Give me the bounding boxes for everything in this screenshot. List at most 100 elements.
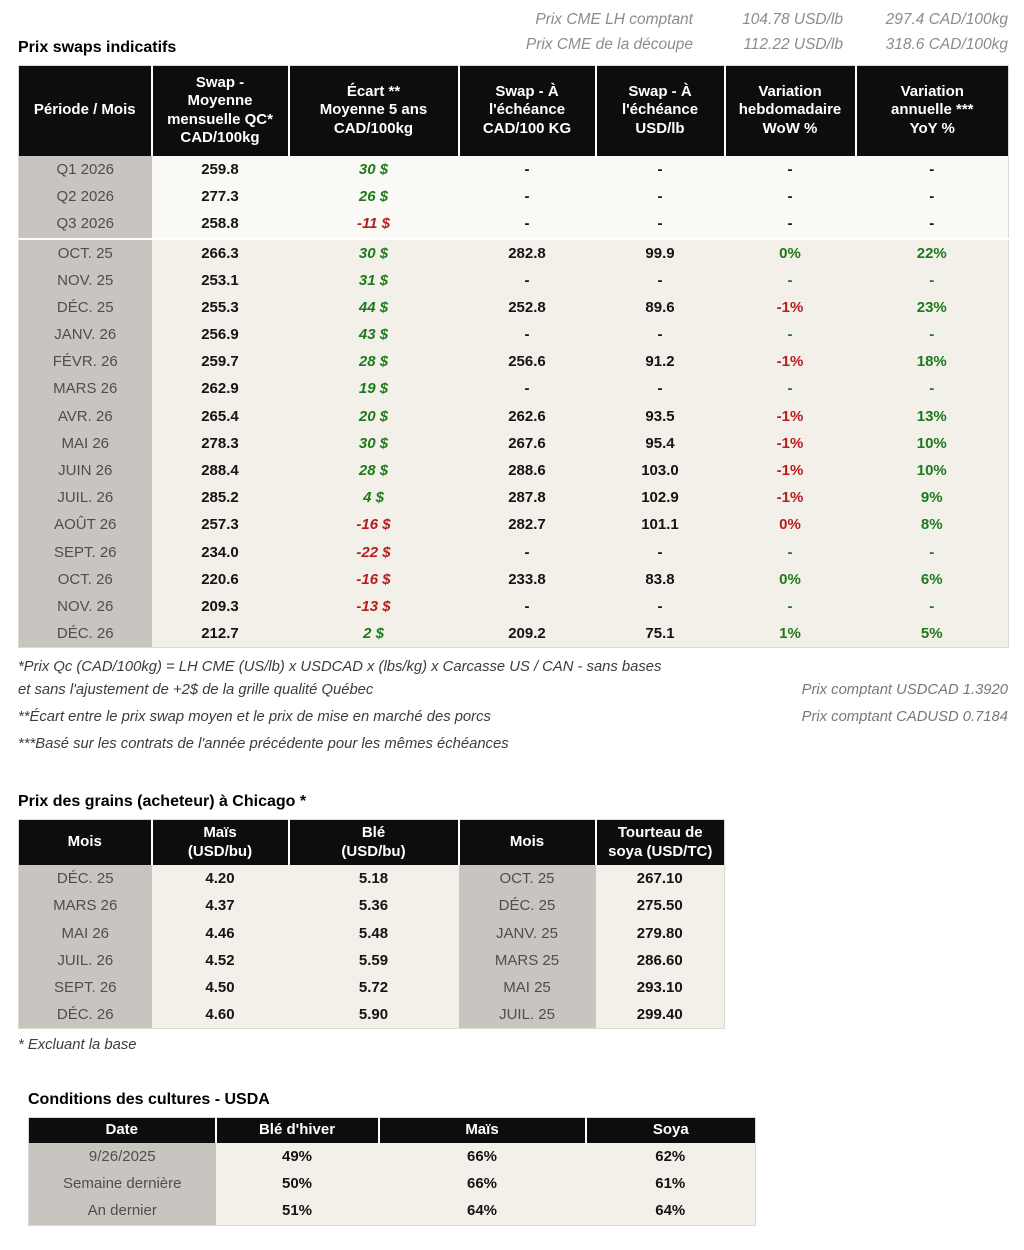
wow-cell: - — [724, 210, 856, 240]
soymeal-month-cell: JANV. 25 — [458, 919, 596, 947]
swap-avg-cell: 253.1 — [151, 266, 289, 294]
winter-wheat-cell: 51% — [215, 1197, 379, 1226]
swap-cad-cell: 233.8 — [458, 565, 596, 593]
soymeal-price-cell: 299.40 — [595, 1001, 725, 1029]
swap-avg-cell: 288.4 — [151, 457, 289, 485]
table-row: JUIL. 26 4.52 5.59 MARS 25 286.60 — [18, 946, 725, 975]
swap-usd-cell: 103.0 — [595, 457, 725, 485]
wow-cell: 1% — [724, 620, 856, 648]
period-cell: AVR. 26 — [18, 402, 152, 430]
table-row: Semaine dernière 50% 66% 61% — [28, 1170, 756, 1198]
wow-cell: -1% — [724, 429, 856, 458]
swaps-row: OCT. 25 266.3 30 $282.8 99.9 0% 22% — [18, 238, 1009, 267]
period-cell: JUIN 26 — [18, 457, 152, 485]
ecart-cell: 43 $ — [288, 321, 459, 349]
period-cell: DÉC. 25 — [18, 293, 152, 322]
spot-cadusd: Prix comptant CADUSD 0.7184 — [801, 708, 1008, 725]
grains-section-title: Prix des grains (acheteur) à Chicago * — [18, 793, 307, 811]
swap-usd-cell: 83.8 — [595, 565, 725, 593]
wow-cell: - — [724, 321, 856, 349]
wow-cell: 0% — [724, 238, 856, 267]
period-cell: JANV. 26 — [18, 321, 152, 349]
swaps-row: OCT. 26 220.6 -16 $233.8 83.8 0% 6% — [18, 565, 1009, 593]
swap-avg-cell: 259.8 — [151, 155, 289, 184]
ecart-column-header: Écart ** Moyenne 5 ans CAD/100kg — [287, 65, 459, 156]
swap-cad-cell: - — [458, 592, 596, 621]
soymeal-column-header: Tourteau de soya (USD/TC) — [594, 819, 725, 866]
month-cell: JUIL. 26 — [18, 946, 152, 975]
period-cell: MAI 26 — [18, 429, 152, 458]
swap-cad-cell: 256.6 — [458, 348, 596, 376]
swap-cad-cell: 282.7 — [458, 511, 596, 539]
swaps-row: JANV. 26 256.9 43 $ - - - - — [18, 321, 1009, 349]
swaps-row: DÉC. 25 255.3 44 $252.8 89.6 -1% 23% — [18, 293, 1009, 322]
swap-avg-cell: 265.4 — [151, 402, 289, 430]
ecart-cell: 28 $ — [288, 348, 459, 376]
corn-price-cell: 4.46 — [151, 919, 289, 947]
yoy-cell: 10% — [855, 429, 1009, 458]
swap-cad-cell: - — [458, 183, 596, 211]
swap-avg-cell: 262.9 — [151, 375, 289, 403]
period-cell: Q1 2026 — [18, 155, 152, 184]
soymeal-month-column-header: Mois — [457, 819, 596, 866]
wow-cell: -1% — [724, 484, 856, 512]
wheat-column-header: Blé (USD/bu) — [287, 819, 459, 866]
yoy-cell: 8% — [855, 511, 1009, 539]
period-cell: DÉC. 26 — [18, 620, 152, 648]
period-cell: AOÛT 26 — [18, 511, 152, 539]
ecart-cell: 4 $ — [288, 484, 459, 512]
cme-cutout-cad-value: 318.6 CAD/100kg — [885, 35, 1008, 53]
yoy-cell: 9% — [855, 484, 1009, 512]
wow-cell: -1% — [724, 402, 856, 430]
swap-usd-cell: - — [595, 155, 725, 184]
swap-cad-cell: - — [458, 210, 596, 240]
ecart-cell: 30 $ — [288, 155, 459, 184]
swap-avg-cell: 220.6 — [151, 565, 289, 593]
yoy-cell: - — [855, 183, 1009, 211]
cme-lh-line: Prix CME LH comptant 104.78 USD/lb 297.4… — [526, 8, 1008, 33]
month-cell: DÉC. 26 — [18, 1001, 152, 1029]
wow-cell: - — [724, 155, 856, 184]
swaps-row: FÉVR. 26 259.7 28 $256.6 91.2 -1% 18% — [18, 348, 1009, 376]
corn-price-cell: 4.20 — [151, 865, 289, 893]
swaps-table: Période / Mois Swap - Moyenne mensuelle … — [18, 64, 1009, 649]
month-cell: MARS 26 — [18, 892, 152, 920]
crops-table-header: Date Blé d'hiver Maïs Soya — [28, 1117, 756, 1143]
yoy-cell: - — [855, 375, 1009, 403]
corn-column-header: Maïs (USD/bu) — [150, 819, 289, 866]
winter-wheat-column-header: Blé d'hiver — [214, 1117, 379, 1143]
ecart-cell: 2 $ — [288, 620, 459, 648]
swaps-footnotes: *Prix Qc (CAD/100kg) = LH CME (US/lb) x … — [18, 656, 1008, 755]
table-row: DÉC. 25 4.20 5.18 OCT. 25 267.10 — [18, 865, 725, 893]
swap-usd-column-header: Swap - À l'échéance USD/lb — [594, 65, 725, 156]
swaps-row: Q2 2026 277.3 26 $ - - - - — [18, 183, 1009, 211]
ecart-cell: -13 $ — [288, 592, 459, 621]
swaps-row: SEPT. 26 234.0 -22 $ - - - - — [18, 538, 1009, 566]
ecart-cell: -22 $ — [288, 538, 459, 566]
swap-cad-cell: - — [458, 321, 596, 349]
corn-price-cell: 4.50 — [151, 974, 289, 1002]
spot-usdcad: Prix comptant USDCAD 1.3920 — [801, 681, 1008, 698]
soymeal-month-cell: MARS 25 — [458, 946, 596, 975]
cme-cutout-usd-value: 112.22 USD/lb — [743, 35, 843, 53]
period-cell: FÉVR. 26 — [18, 348, 152, 376]
swaps-row: DÉC. 26 212.7 2 $209.2 75.1 1% 5% — [18, 620, 1009, 648]
cme-lh-label: Prix CME LH comptant — [535, 11, 693, 28]
soymeal-month-cell: DÉC. 25 — [458, 892, 596, 920]
footnote-ecart: **Écart entre le prix swap moyen et le p… — [18, 708, 491, 725]
swaps-table-header: Période / Mois Swap - Moyenne mensuelle … — [18, 65, 1009, 156]
swap-avg-column-header: Swap - Moyenne mensuelle QC* CAD/100kg — [150, 65, 289, 156]
yoy-cell: 6% — [855, 565, 1009, 593]
yoy-cell: 13% — [855, 402, 1009, 430]
period-cell: NOV. 25 — [18, 266, 152, 294]
swap-usd-cell: - — [595, 321, 725, 349]
wow-cell: 0% — [724, 565, 856, 593]
swap-avg-cell: 277.3 — [151, 183, 289, 211]
cme-spot-block: Prix CME LH comptant 104.78 USD/lb 297.4… — [526, 8, 1008, 58]
swaps-row: Q3 2026 258.8 -11 $ - - - - — [18, 210, 1009, 240]
swap-cad-cell: - — [458, 266, 596, 294]
swap-cad-cell: - — [458, 538, 596, 566]
swaps-row: NOV. 25 253.1 31 $ - - - - — [18, 266, 1009, 294]
grains-month-column-header: Mois — [18, 819, 152, 866]
